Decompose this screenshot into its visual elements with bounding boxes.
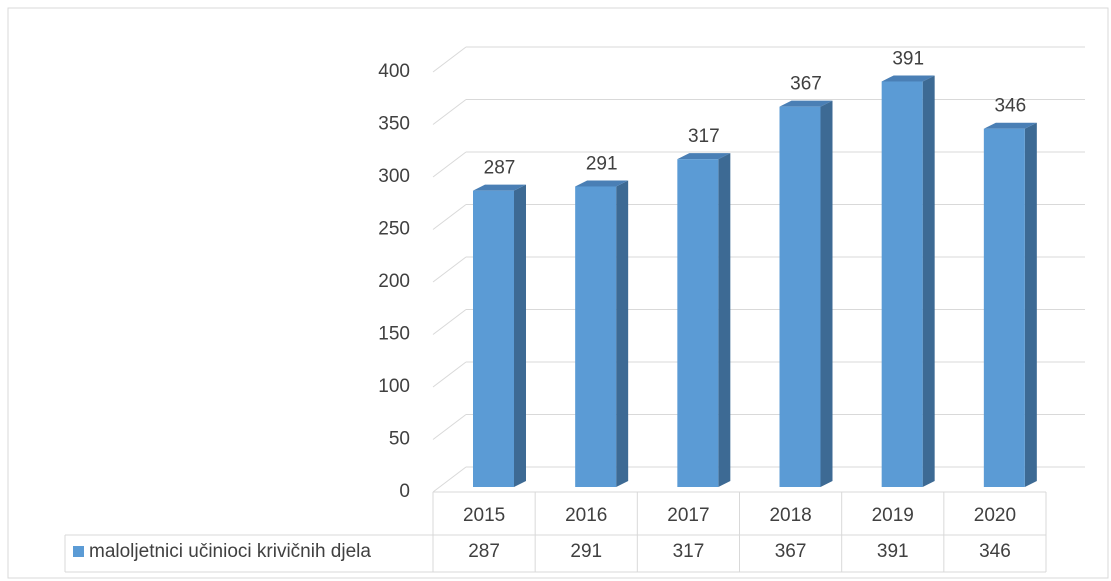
bar — [779, 106, 821, 488]
bar-side — [922, 75, 935, 487]
x-tick-label: 2019 — [872, 505, 914, 526]
y-tick-label: 150 — [378, 324, 410, 345]
x-tick-label: 2020 — [974, 505, 1016, 526]
grid-line-side — [432, 414, 467, 440]
grid-line-side — [432, 466, 467, 493]
y-tick-label: 350 — [378, 114, 410, 135]
bar-top — [779, 100, 833, 107]
y-tick-label: 200 — [378, 271, 410, 292]
data-label: 291 — [586, 153, 618, 174]
y-tick-label: 300 — [378, 166, 410, 187]
data-label: 317 — [688, 126, 720, 147]
data-label: 346 — [994, 96, 1026, 117]
data-label: 367 — [790, 74, 822, 95]
grid-line-side — [432, 151, 467, 178]
table-value: 287 — [468, 541, 500, 562]
bar-side — [820, 100, 833, 488]
y-tick-label: 50 — [389, 429, 410, 450]
bar — [881, 81, 923, 487]
bar-top — [983, 122, 1037, 129]
table-value: 317 — [673, 541, 705, 562]
data-label: 287 — [484, 158, 516, 179]
bar-side — [514, 184, 526, 487]
grid-line-side — [432, 204, 467, 230]
table-value: 367 — [775, 541, 807, 562]
grid-line-side — [432, 361, 467, 388]
y-tick-label: 100 — [378, 376, 410, 397]
x-tick-label: 2016 — [565, 505, 607, 526]
grid-line-side — [432, 256, 467, 283]
bar — [983, 128, 1025, 487]
grid-line-side — [432, 309, 467, 335]
bar-top — [473, 184, 526, 191]
y-tick-label: 250 — [378, 219, 410, 240]
legend-label: maloljetnici učinioci krivičnih djela — [89, 541, 371, 562]
grid-line-side — [432, 99, 467, 125]
bar — [677, 159, 719, 487]
bar-side — [1024, 122, 1037, 487]
x-tick-label: 2018 — [769, 505, 811, 526]
table-value: 391 — [877, 541, 909, 562]
bar-side — [718, 153, 731, 487]
bar-top — [677, 153, 731, 160]
bar — [473, 190, 514, 487]
x-tick-label: 2017 — [667, 505, 709, 526]
bar-top — [575, 180, 629, 187]
table-value: 346 — [979, 541, 1011, 562]
data-label: 391 — [892, 48, 924, 69]
bar-top — [881, 75, 935, 82]
bar — [575, 186, 617, 487]
grid-line-side — [432, 46, 467, 73]
table-value: 291 — [570, 541, 602, 562]
x-tick-label: 2015 — [463, 505, 505, 526]
y-tick-label: 0 — [399, 481, 410, 502]
legend-key — [73, 546, 84, 557]
y-tick-label: 400 — [378, 61, 410, 82]
bar-side — [616, 180, 629, 487]
